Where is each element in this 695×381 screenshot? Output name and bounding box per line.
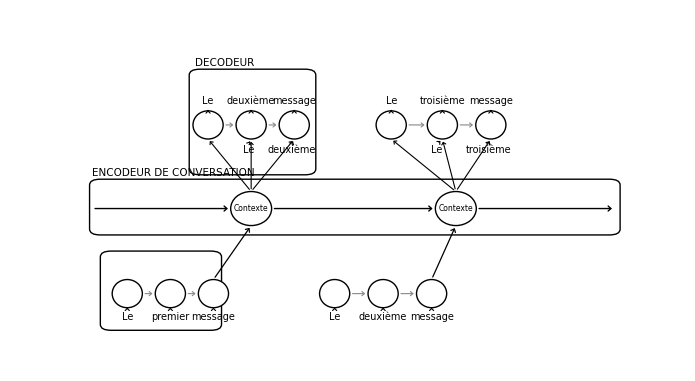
Text: message: message: [192, 312, 236, 322]
Ellipse shape: [236, 111, 266, 139]
Text: message: message: [409, 312, 454, 322]
Text: Le: Le: [432, 145, 443, 155]
Ellipse shape: [231, 192, 272, 226]
Ellipse shape: [416, 280, 447, 308]
Text: Le: Le: [243, 145, 254, 155]
Text: message: message: [469, 96, 513, 106]
Text: DECODEUR: DECODEUR: [195, 58, 254, 68]
Text: deuxième: deuxième: [359, 312, 407, 322]
Text: deuxième: deuxième: [227, 96, 275, 106]
Text: Le: Le: [122, 312, 133, 322]
Text: troisième: troisième: [420, 96, 465, 106]
Ellipse shape: [320, 280, 350, 308]
Ellipse shape: [279, 111, 309, 139]
Text: troisième: troisième: [466, 145, 511, 155]
Ellipse shape: [435, 192, 476, 226]
Text: Contexte: Contexte: [234, 204, 268, 213]
Text: Le: Le: [386, 96, 397, 106]
Ellipse shape: [368, 280, 398, 308]
Ellipse shape: [476, 111, 506, 139]
Text: ENCODEUR DE CONVERSATION: ENCODEUR DE CONVERSATION: [92, 168, 255, 178]
Ellipse shape: [193, 111, 223, 139]
Ellipse shape: [112, 280, 142, 308]
Text: Le: Le: [329, 312, 341, 322]
Ellipse shape: [155, 280, 186, 308]
Text: premier: premier: [152, 312, 190, 322]
Ellipse shape: [427, 111, 457, 139]
Ellipse shape: [376, 111, 407, 139]
Text: message: message: [272, 96, 316, 106]
Text: deuxième: deuxième: [268, 145, 316, 155]
Text: Le: Le: [202, 96, 214, 106]
Ellipse shape: [198, 280, 229, 308]
Text: Contexte: Contexte: [439, 204, 473, 213]
